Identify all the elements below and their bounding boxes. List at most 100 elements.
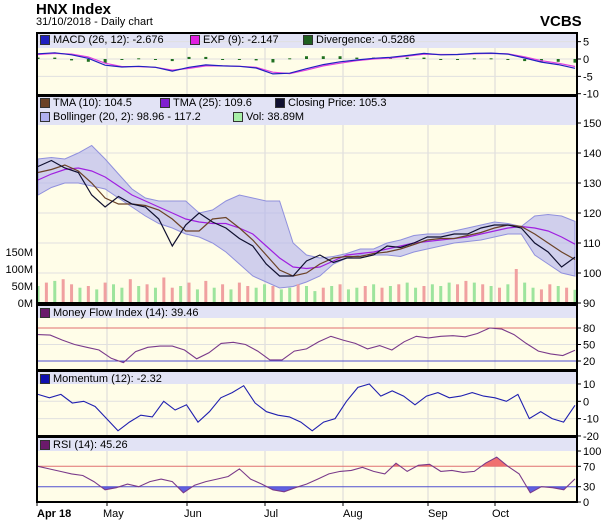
- legend-rsi: RSI (14): 45.26: [40, 439, 128, 451]
- legend-label: Divergence: -0.5286: [316, 34, 416, 46]
- legend-band: [37, 96, 577, 125]
- divergence-bar: [472, 58, 476, 60]
- x-axis-label: Jul: [264, 508, 278, 520]
- divergence-bar: [439, 59, 443, 60]
- volume-tick-label: 100M: [5, 264, 33, 276]
- exp-swatch: [190, 35, 200, 45]
- x-axis-label: Sep: [428, 508, 448, 520]
- momentum-swatch: [40, 374, 50, 384]
- axis-tick-label: -10: [583, 89, 599, 101]
- volume-bar: [313, 291, 317, 303]
- axis-tick-label: 70: [583, 461, 595, 473]
- legend-label: Momentum (12): -2.32: [53, 373, 162, 385]
- divergence-bar: [288, 58, 292, 60]
- axis-tick-label: 20: [583, 356, 595, 368]
- axis-tick-label: 50: [583, 340, 595, 352]
- divergence-bar: [422, 57, 426, 59]
- volume-tick-label: 50M: [12, 281, 33, 293]
- divergence-bar: [271, 59, 275, 63]
- legend-close: Closing Price: 105.3: [275, 97, 386, 109]
- volume-bar: [61, 279, 65, 303]
- volume-bar: [237, 282, 241, 303]
- volume-bar: [565, 287, 569, 303]
- volume-bar: [556, 286, 560, 303]
- divergence-bar: [321, 56, 325, 59]
- volume-bar: [506, 284, 510, 303]
- volume-bar: [363, 286, 367, 303]
- rsi-swatch: [40, 440, 50, 450]
- volume-bar: [78, 287, 82, 303]
- legend-volume: Vol: 38.89M: [233, 111, 304, 123]
- volume-bar: [447, 282, 451, 303]
- volume-bar: [472, 282, 476, 303]
- divergence-bar: [170, 59, 174, 62]
- volume-bar: [128, 279, 132, 303]
- volume-tick-label: 150M: [5, 247, 33, 259]
- tma10-line: [37, 164, 576, 277]
- legend-momentum: Momentum (12): -2.32: [40, 373, 162, 385]
- x-axis-label: Aug: [343, 508, 363, 520]
- divergence-bar: [355, 57, 359, 59]
- divergence-bar: [338, 56, 342, 59]
- volume-bar: [195, 289, 199, 303]
- divergence-bar: [86, 59, 90, 62]
- legend-exp: EXP (9): -2.147: [190, 34, 279, 46]
- volume-bar: [330, 286, 334, 303]
- axis-tick-label: -5: [583, 71, 593, 83]
- axis-tick-label: 10: [583, 379, 595, 391]
- volume-bar: [439, 286, 443, 303]
- divergence-bar: [187, 56, 191, 59]
- axis-tick-label: 30: [583, 482, 595, 494]
- volume-bar: [263, 284, 267, 303]
- brand-label: VCBS: [540, 13, 582, 30]
- axis-tick-label: 0: [583, 396, 589, 408]
- divergence-bar: [254, 59, 258, 61]
- volume-bar: [388, 286, 392, 303]
- legend-label: Closing Price: 105.3: [288, 97, 387, 109]
- momentum-line: [37, 383, 576, 432]
- axis-tick-label: 100: [583, 446, 601, 458]
- tma25-swatch: [160, 98, 170, 108]
- volume-bar: [523, 282, 527, 303]
- rsi-line: [37, 456, 576, 494]
- volume-bar: [573, 289, 577, 303]
- axis-tick-label: 150: [583, 118, 601, 130]
- volume-bar: [380, 287, 384, 303]
- volume-bar: [464, 280, 468, 303]
- legend-tma25: TMA (25): 109.6: [160, 97, 252, 109]
- panel-border: [36, 436, 578, 503]
- divergence-bar: [103, 59, 107, 64]
- volume-bar: [120, 287, 124, 303]
- legend-macd: MACD (26, 12): -2.676: [40, 34, 164, 46]
- panel-border: [36, 95, 578, 304]
- divergence-swatch: [303, 35, 313, 45]
- volume-bar: [489, 286, 493, 303]
- divergence-bar: [556, 59, 560, 62]
- x-axis-label: Apr 18: [37, 508, 71, 520]
- legend-divergence: Divergence: -0.5286: [303, 34, 415, 46]
- divergence-bar: [506, 59, 510, 60]
- divergence-bar: [489, 58, 493, 60]
- closing-price-line: [37, 159, 576, 277]
- divergence-bar: [70, 59, 74, 61]
- volume-bar: [430, 284, 434, 303]
- mfi-swatch: [40, 308, 50, 318]
- volume-bar: [153, 287, 157, 303]
- chart-subtitle: 31/10/2018 - Daily chart: [36, 16, 153, 28]
- divergence-bar: [573, 59, 577, 63]
- divergence-bar: [153, 59, 157, 60]
- bollinger-swatch: [40, 112, 50, 122]
- volume-bar: [481, 284, 485, 303]
- axis-tick-label: 0: [583, 54, 589, 66]
- close-swatch: [275, 98, 285, 108]
- volume-bar: [95, 289, 99, 303]
- volume-bar: [531, 287, 535, 303]
- volume-bar: [405, 282, 409, 303]
- divergence-bar: [305, 56, 308, 59]
- volume-bar: [170, 287, 174, 303]
- x-axis-label: Jun: [184, 508, 202, 520]
- legend-mfi: Money Flow Index (14): 39.46: [40, 307, 199, 319]
- legend-band: [37, 371, 577, 384]
- volume-bar: [305, 286, 308, 303]
